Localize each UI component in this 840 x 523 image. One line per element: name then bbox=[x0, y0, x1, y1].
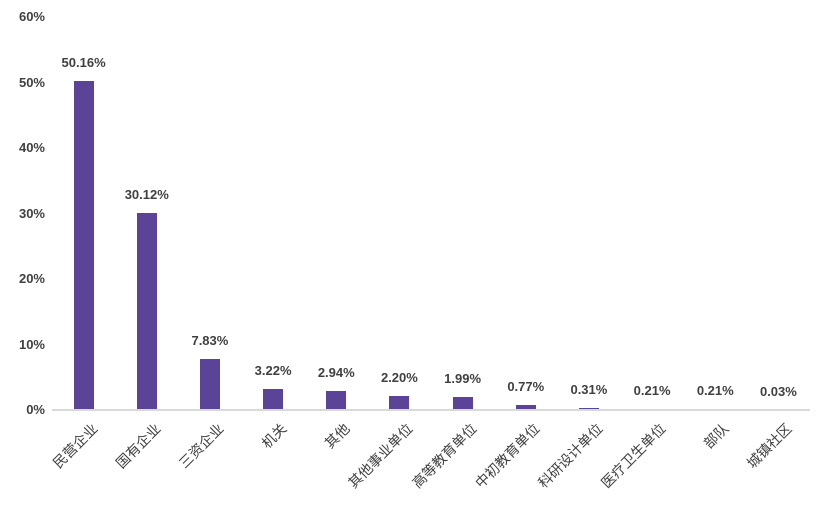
bar-value-label: 7.83% bbox=[191, 332, 229, 348]
bar-value-label: 0.77% bbox=[507, 378, 545, 394]
bar bbox=[136, 212, 157, 410]
y-axis-tick-label: 0% bbox=[26, 402, 45, 417]
bar bbox=[73, 81, 94, 410]
bar bbox=[578, 407, 599, 410]
x-axis-line bbox=[52, 409, 810, 411]
y-axis-tick-label: 60% bbox=[18, 9, 45, 24]
bar-value-label: 1.99% bbox=[444, 370, 482, 386]
bar-value-label: 0.03% bbox=[759, 383, 797, 399]
bar-value-label: 0.21% bbox=[633, 382, 671, 398]
bar-value-label: 0.31% bbox=[570, 381, 608, 397]
y-axis-tick-label: 40% bbox=[18, 140, 45, 155]
bar-value-label: 0.21% bbox=[696, 382, 734, 398]
bar bbox=[199, 358, 220, 410]
bar-value-label: 2.20% bbox=[380, 369, 418, 385]
bar-value-label: 3.22% bbox=[254, 362, 292, 378]
y-axis-tick-label: 50% bbox=[18, 74, 45, 90]
y-axis-tick-label: 30% bbox=[18, 205, 45, 221]
bar-value-label: 30.12% bbox=[124, 186, 169, 202]
bar bbox=[452, 396, 473, 410]
bar bbox=[515, 404, 536, 410]
bar bbox=[389, 395, 410, 410]
y-axis-tick-label: 10% bbox=[18, 336, 45, 352]
bar bbox=[263, 388, 284, 410]
y-axis-tick-label: 20% bbox=[18, 271, 45, 286]
bar-value-label: 50.16% bbox=[61, 55, 106, 71]
bar bbox=[326, 390, 347, 410]
bar-value-label: 2.94% bbox=[317, 364, 355, 380]
